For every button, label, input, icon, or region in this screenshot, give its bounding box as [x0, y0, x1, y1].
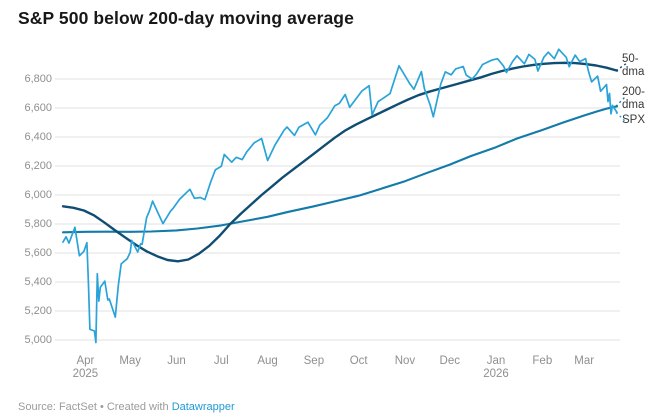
x-tick-label: Mar: [574, 355, 595, 367]
y-tick-label: 6,000: [24, 189, 52, 201]
footer-separator: •: [99, 401, 104, 413]
y-tick-label: 6,400: [24, 131, 52, 143]
chart-footer: Source: FactSet • Created with Datawrapp…: [18, 401, 235, 413]
y-tick-label: 6,600: [24, 102, 52, 114]
x-tick-label: Jan: [486, 355, 506, 367]
y-tick-label: 5,400: [24, 276, 52, 288]
y-tick-label: 5,800: [24, 218, 52, 230]
y-tick-label: 5,200: [24, 305, 52, 317]
x-tick-label: Nov: [394, 355, 416, 367]
x-tick-label: May: [119, 355, 142, 367]
series-line-spx: [62, 48, 618, 344]
series-label-50-dma: 50-dma: [622, 52, 645, 78]
y-tick-label: 5,600: [24, 247, 52, 259]
series-leader-spx: [615, 111, 627, 123]
x-tick-label: Jul: [213, 355, 229, 367]
series-label-spx: SPX: [622, 114, 646, 127]
datawrapper-link[interactable]: Datawrapper: [171, 401, 235, 413]
x-tick-label: Apr: [76, 355, 95, 367]
x-tick-label: Dec: [439, 355, 460, 367]
series-leader-50-dma: [615, 62, 628, 72]
x-tick-label: Oct: [349, 355, 368, 367]
created-with-text: Created with: [106, 401, 169, 413]
series-line-200-dma: [61, 105, 619, 234]
series-label-200-dma: 200-dma: [622, 86, 646, 112]
series-leader-200-dma: [615, 95, 627, 107]
x-tick-label: Feb: [532, 355, 553, 367]
x-tick-label: Jun: [167, 355, 186, 367]
y-tick-label: 5,000: [24, 334, 52, 346]
x-tick-year-label: 2026: [483, 368, 509, 380]
x-tick-label: Aug: [257, 355, 278, 367]
source-text: Source: FactSet: [18, 401, 97, 413]
series-line-50-dma: [61, 61, 619, 263]
y-tick-label: 6,800: [24, 73, 52, 85]
chart-title: S&P 500 below 200-day moving average: [18, 8, 354, 28]
y-tick-label: 6,200: [24, 160, 52, 172]
x-tick-label: Sep: [303, 355, 325, 367]
x-tick-year-label: 2025: [72, 368, 99, 380]
